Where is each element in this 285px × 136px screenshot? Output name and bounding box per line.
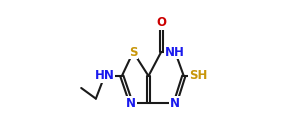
Text: S: S bbox=[129, 46, 137, 58]
Text: O: O bbox=[156, 16, 166, 29]
Text: N: N bbox=[170, 97, 180, 110]
Text: N: N bbox=[126, 97, 136, 110]
Text: HN: HN bbox=[95, 69, 115, 83]
Text: SH: SH bbox=[189, 69, 208, 83]
Text: NH: NH bbox=[165, 46, 185, 58]
